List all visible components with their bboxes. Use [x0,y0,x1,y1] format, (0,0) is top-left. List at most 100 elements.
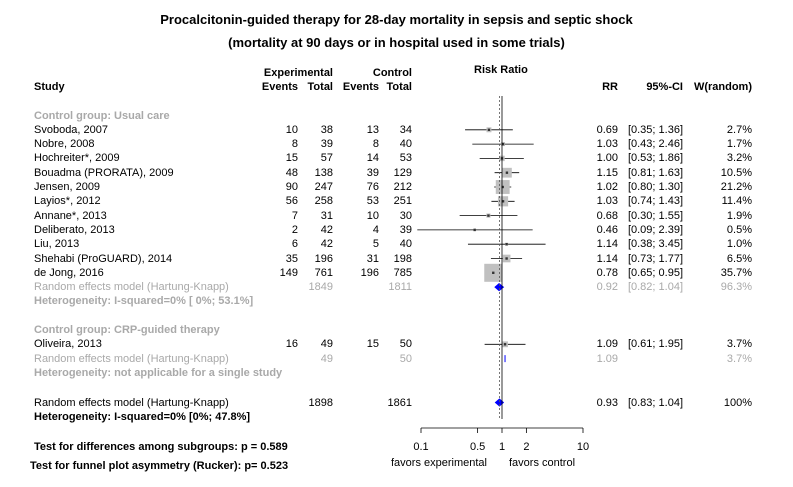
rr-cell: 1.15 [596,166,618,179]
study-name: Deliberato, 2013 [34,223,115,236]
ci-cell: [0.65; 0.95] [627,266,683,279]
pooled-rr: 0.92 [596,281,618,294]
rr-cell: 0.46 [596,223,618,236]
weight-cell: 2.7% [726,123,752,136]
ctrl-total-cell: 198 [393,252,412,265]
exp-total-cell: 42 [320,238,333,251]
exp-events-cell: 90 [285,181,298,193]
weight-cell: 1.9% [726,209,752,222]
estimate-point [501,185,504,189]
ctrl-events-cell: 14 [366,152,379,165]
exp-total-cell: 247 [314,181,333,193]
weight-cell: 21.2% [720,181,752,193]
study-name: Liu, 2013 [34,238,80,251]
ci-cell: [0.73; 1.77] [627,252,683,265]
experimental-header: Experimental [263,67,333,79]
weight-cell: 6.5% [726,252,752,265]
ctrl-events-cell: 8 [372,138,379,151]
exp-total-cell: 57 [320,152,333,165]
ctrl-total-cell: 785 [393,266,412,279]
estimate-point [505,257,508,260]
ctrl-events-cell: 196 [360,266,379,279]
exp-events-cell: 6 [291,238,298,251]
estimate-point [501,142,505,146]
ctrl-total-cell: 251 [393,195,412,208]
exp-events-cell: 56 [285,195,298,208]
ctrl-events-cell: 13 [366,123,379,136]
pooled-weight: 3.7% [726,352,752,365]
pooled-label: Random effects model (Hartung-Knapp) [34,281,229,294]
estimate-point [492,271,495,274]
weight-cell: 11.4% [721,195,752,208]
study-name: Annane*, 2013 [34,209,107,222]
overall-ci: [0.83; 1.04] [627,396,683,409]
overall-heterogeneity: Heterogeneity: I-squared=0% [0%; 47.8%] [34,410,251,423]
x-tick-label: 0.1 [413,441,428,453]
exp-events-header: Events [261,81,298,93]
exp-events-cell: 16 [285,338,298,351]
ctrl-events-cell: 15 [366,338,379,351]
subgroup-test: Test for differences among subgroups: p … [34,441,288,453]
study-name: Hochreiter*, 2009 [34,152,120,165]
pooled-ctrl-total: 50 [399,352,412,365]
ctrl-total-cell: 39 [399,223,412,236]
rr-cell: 1.14 [596,238,618,251]
ctrl-total-cell: 40 [399,238,412,251]
ctrl-total-cell: 34 [399,123,412,136]
overall-ctrl-total: 1861 [387,396,412,409]
estimate-point [505,171,509,174]
study-name: Oliveira, 2013 [34,338,102,351]
exp-total-header: Total [307,81,333,93]
chart-title: Procalcitonin-guided therapy for 28-day … [160,12,633,27]
study-name: de Jong, 2016 [34,266,104,279]
funnel-test: Test for funnel plot asymmetry (Rucker):… [30,460,289,472]
pooled-rr: 1.09 [596,352,618,365]
ctrl-events-cell: 53 [366,195,379,208]
exp-events-cell: 7 [291,209,298,222]
rr-cell: 1.00 [596,152,618,165]
exp-events-cell: 10 [285,123,298,136]
weight-cell: 10.5% [720,166,752,179]
ci-cell: [0.81; 1.63] [627,166,683,179]
ci-cell: [0.43; 2.46] [627,138,683,151]
ctrl-events-cell: 10 [366,209,379,222]
ctrl-events-cell: 39 [366,166,379,179]
exp-total-cell: 38 [320,123,333,136]
ctrl-events-cell: 5 [372,238,379,251]
overall-exp-total: 1898 [308,396,333,409]
weight-cell: 1.0% [726,238,752,251]
weight-cell: 3.7% [726,338,752,351]
study-name: Svoboda, 2007 [34,123,109,136]
estimate-point [487,214,490,217]
pooled-label: Random effects model (Hartung-Knapp) [34,352,229,365]
ci-cell: [0.80; 1.30] [627,181,683,193]
ci-cell: [0.38; 3.45] [627,238,683,251]
pooled-weight: 96.3% [720,281,752,294]
ci-cell: [0.09; 2.39] [627,223,683,236]
ci-header: 95%-CI [646,81,683,93]
weight-cell: 35.7% [720,266,752,279]
study-header: Study [34,81,65,93]
x-tick-label: 2 [523,441,529,453]
exp-events-cell: 48 [285,166,298,179]
pooled-exp-total: 49 [320,352,333,365]
ci-cell: [0.61; 1.95] [627,338,683,351]
exp-total-cell: 49 [320,338,333,351]
chart-subtitle: (mortality at 90 days or in hospital use… [228,35,565,50]
rr-cell: 1.03 [596,195,618,208]
estimate-point [487,128,491,131]
ci-cell: [0.53; 1.86] [627,152,683,165]
subgroup-heterogeneity: Heterogeneity: I-squared=0% [ 0%; 53.1%] [34,295,254,308]
overall-diamond [494,398,505,407]
study-name: Shehabi (ProGUARD), 2014 [34,252,173,265]
ctrl-events-cell: 76 [366,181,379,193]
estimate-point [501,200,505,203]
x-tick-label: 10 [577,441,589,453]
exp-total-cell: 138 [314,166,333,179]
estimate-point [503,343,507,346]
weight-cell: 3.2% [726,152,752,165]
ctrl-total-cell: 212 [393,181,412,193]
estimate-point [505,243,508,246]
exp-total-cell: 42 [320,223,333,236]
